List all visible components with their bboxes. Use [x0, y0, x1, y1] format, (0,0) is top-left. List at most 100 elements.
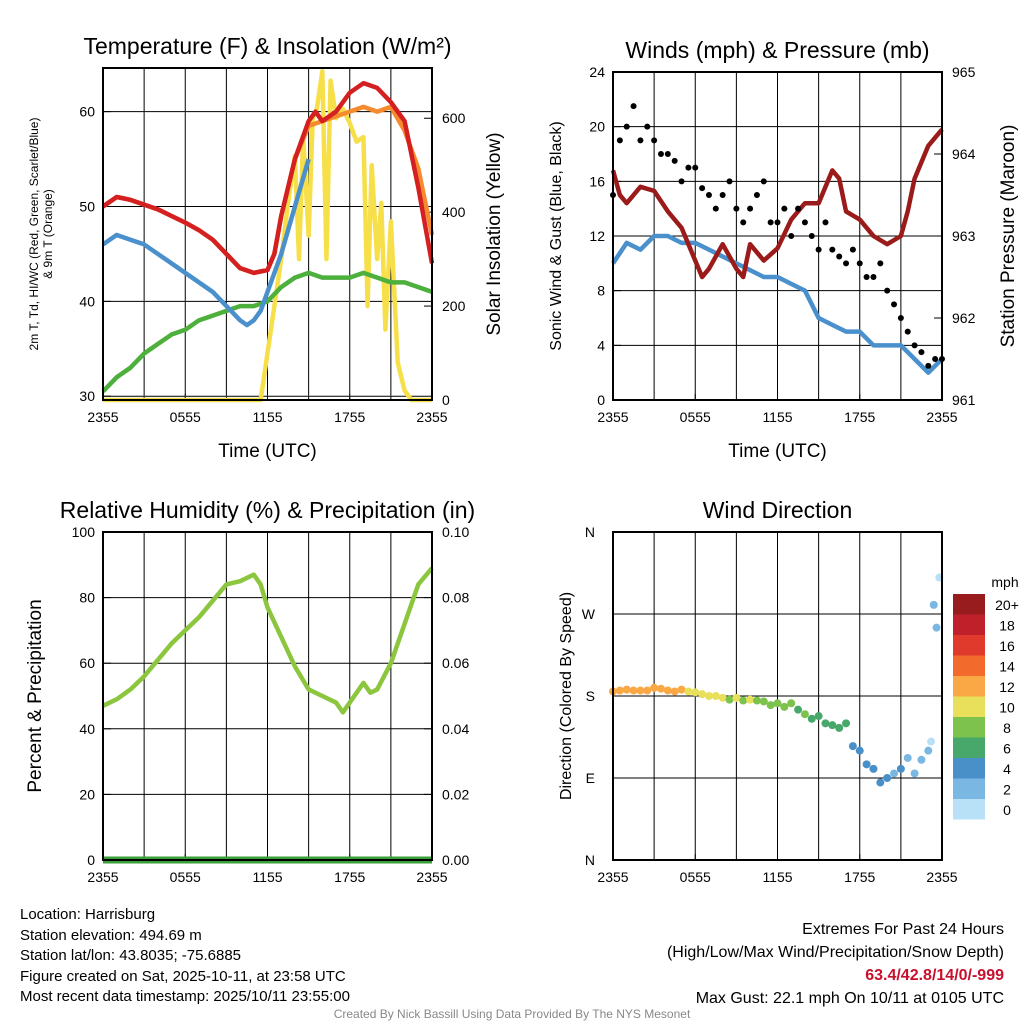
x-tick-label: 1755: [334, 869, 365, 885]
station-info: Location: Harrisburg Station elevation: …: [20, 905, 350, 1008]
station-pressure-line: [610, 127, 944, 280]
credit-text: Created By Nick Bassill Using Data Provi…: [333, 1007, 691, 1021]
x-axis-label: Time (UTC): [218, 441, 317, 462]
wind-direction-point: [903, 753, 912, 762]
x-tick-label: 2355: [597, 409, 628, 425]
x-tick-label: 2355: [87, 869, 118, 885]
recent-data-text: Most recent data timestamp: 2025/10/11 2…: [20, 988, 350, 1005]
wind-direction-point: [691, 688, 700, 697]
wind-direction-point: [636, 686, 645, 695]
gust-point: [726, 178, 733, 185]
y2-tick-label: 0.04: [442, 721, 469, 737]
legend-swatch: [953, 778, 985, 799]
legend-label: 8: [1003, 720, 1011, 736]
gust-point: [918, 349, 925, 356]
gust-point: [884, 287, 891, 294]
wind-direction-point: [869, 764, 878, 773]
wind-direction-point: [814, 712, 823, 721]
wind-direction-point: [828, 721, 837, 730]
legend-swatch: [953, 696, 985, 717]
wind-direction-point: [924, 746, 933, 755]
y-tick-label: W: [582, 606, 596, 622]
latlon-text: Station lat/lon: 43.8035; -75.6885: [20, 947, 242, 964]
extremes-subtitle: (High/Low/Max Wind/Precipitation/Snow De…: [666, 944, 1004, 961]
x-tick-label: 0555: [170, 409, 201, 425]
gust-point: [849, 246, 856, 253]
gust-point: [747, 205, 754, 212]
y-axis-label: Direction (Colored By Speed): [558, 592, 575, 800]
wind-direction-point: [663, 686, 672, 695]
gust-point: [856, 260, 863, 267]
gust-point: [863, 274, 870, 280]
x-tick-label: 2355: [597, 869, 628, 885]
legend-label: 4: [1003, 761, 1011, 777]
legend-label: 0: [1003, 802, 1011, 818]
wind-chill-line: [101, 158, 311, 328]
gust-point: [815, 246, 822, 253]
gust-point: [904, 328, 911, 335]
x-axis-label: Time (UTC): [728, 441, 827, 462]
gust-point: [705, 192, 712, 198]
x-tick-label: 1155: [762, 409, 792, 425]
wind-direction-point: [677, 685, 686, 694]
y-tick-label: 8: [597, 283, 605, 299]
y-tick-label: 0: [597, 392, 605, 408]
wind-direction-point: [629, 686, 638, 695]
x-tick-label: 2355: [926, 409, 957, 425]
solar-insolation-line: [103, 69, 432, 403]
gust-point: [678, 178, 685, 185]
y2-tick-label: 0.02: [442, 786, 469, 802]
y2-tick-label: 962: [952, 310, 976, 326]
gust-point: [870, 274, 877, 280]
legend-swatch: [953, 758, 985, 779]
gust-point: [897, 315, 904, 321]
y2-tick-label: 0: [442, 392, 450, 408]
gust-point: [671, 157, 678, 164]
sonic-wind-line: [611, 233, 944, 375]
y-axis-label: Sonic Wind & Gust (Blue, Black): [548, 121, 565, 350]
wind-direction-point: [643, 686, 652, 695]
y2-tick-label: 964: [952, 146, 976, 162]
wind-direction-point: [794, 705, 803, 714]
legend-label: 2: [1003, 782, 1011, 798]
gust-point: [685, 164, 692, 171]
wind-direction-point: [704, 692, 713, 700]
wind-direction-point: [842, 719, 851, 728]
extremes-title: Extremes For Past 24 Hours: [802, 921, 1004, 938]
y-axis-label: 2m T, Td, HI/WC (Red, Green, Scarlet/Blu…: [27, 118, 41, 351]
y2-tick-label: 200: [442, 298, 466, 314]
legend-swatch: [953, 614, 985, 635]
wind-direction-point: [917, 755, 926, 764]
wind-direction-point: [773, 699, 782, 708]
wind-direction-point: [725, 695, 734, 704]
y-tick-label: S: [586, 688, 595, 704]
y-tick-label: E: [586, 770, 595, 786]
y-tick-label: 12: [589, 228, 605, 244]
y2-axis-label: Station Pressure (Maroon): [998, 125, 1019, 348]
wind-direction-point: [746, 695, 755, 704]
wind-direction-point: [670, 687, 679, 696]
chart-title: Winds (mph) & Pressure (mb): [625, 37, 929, 63]
panel-4: [609, 531, 985, 861]
y2-tick-label: 0.00: [442, 852, 469, 868]
y-tick-label: 4: [597, 337, 605, 353]
wind-direction-point: [932, 623, 941, 632]
legend-swatch: [953, 635, 985, 656]
y2-tick-label: 0.06: [442, 655, 469, 671]
wind-direction-point: [800, 710, 809, 719]
y2-axis-label: Solar Insolation (Yellow): [484, 132, 505, 335]
legend-swatch: [953, 737, 985, 758]
y-tick-label: 60: [79, 104, 95, 120]
y2-tick-label: 965: [952, 64, 976, 80]
y-tick-label: 50: [79, 198, 95, 214]
wind-direction-point: [855, 746, 864, 755]
gust-point: [699, 185, 706, 192]
gust-point: [877, 260, 884, 267]
x-tick-label: 2355: [87, 409, 118, 425]
gust-point: [781, 205, 788, 212]
legend-label: 18: [999, 618, 1015, 634]
y-axis-label: Percent & Precipitation: [25, 599, 46, 792]
y-tick-label: 30: [79, 388, 95, 404]
panel-2: [610, 71, 945, 401]
